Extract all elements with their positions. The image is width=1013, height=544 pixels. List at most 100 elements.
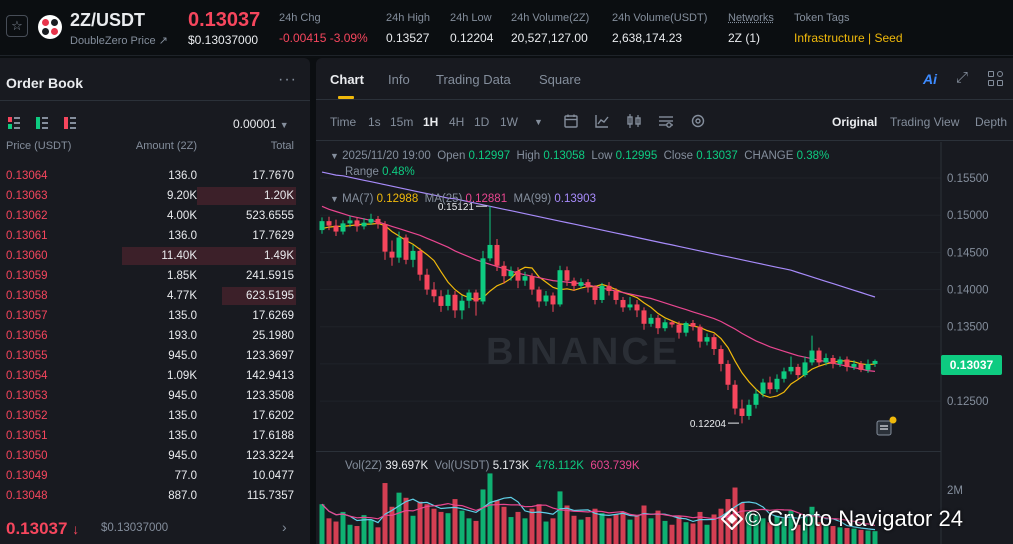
order-book-row[interactable]: 0.13050 945.0 123.3224: [0, 446, 310, 466]
candle-body[interactable]: [536, 289, 542, 302]
candle-body[interactable]: [417, 250, 423, 275]
candle-body[interactable]: [802, 362, 808, 376]
pair-title[interactable]: 2Z/USDT: [70, 10, 146, 30]
expand-icon[interactable]: ⤢: [956, 69, 969, 86]
candlestick-chart[interactable]: 0.15500 0.15000 0.14500 0.14000 0.13500 0.130…: [316, 142, 1013, 544]
book-bids-mode-icon[interactable]: [36, 117, 48, 129]
stat-token-tags[interactable]: Token Tags Infrastructure | Seed: [794, 12, 903, 45]
collapse-caret-icon[interactable]: ▼: [330, 194, 339, 204]
candle-body[interactable]: [760, 382, 766, 394]
candle-body[interactable]: [830, 357, 836, 364]
candle-body[interactable]: [333, 225, 339, 232]
candle-body[interactable]: [844, 359, 850, 367]
tab-square[interactable]: Square: [539, 72, 581, 87]
candle-body[interactable]: [767, 382, 773, 390]
chevron-right-icon[interactable]: ›: [282, 519, 287, 535]
more-options-icon[interactable]: ···: [278, 71, 297, 88]
order-book-row[interactable]: 0.13049 77.0 10.0477: [0, 466, 310, 486]
order-book-row[interactable]: 0.13056 193.0 25.1980: [0, 326, 310, 346]
tick-size-select[interactable]: 0.00001 ▼: [233, 117, 289, 131]
timeframe-time[interactable]: Time: [330, 115, 357, 129]
timeframe-more-caret-icon[interactable]: ▼: [534, 117, 543, 127]
candle-body[interactable]: [347, 220, 353, 224]
candle-body[interactable]: [725, 363, 731, 385]
book-both-mode-icon[interactable]: [8, 117, 20, 129]
timeframe-15m[interactable]: 15m: [390, 115, 414, 129]
candle-body[interactable]: [620, 299, 626, 308]
candle-body[interactable]: [522, 276, 528, 281]
candle-body[interactable]: [571, 280, 577, 286]
coin-price-link[interactable]: DoubleZero Price ↗: [70, 34, 168, 47]
order-book-row[interactable]: 0.13052 135.0 17.6202: [0, 406, 310, 426]
indicators-icon[interactable]: [658, 113, 674, 129]
candle-body[interactable]: [683, 323, 689, 333]
candle-body[interactable]: [851, 363, 857, 367]
view-depth[interactable]: Depth: [975, 115, 1008, 129]
order-book-row[interactable]: 0.13064 136.0 17.7670: [0, 166, 310, 186]
view-trading-view[interactable]: Trading View: [890, 115, 960, 129]
candle-body[interactable]: [795, 366, 801, 376]
order-book-row[interactable]: 0.13063 9.20K 1.20K: [0, 186, 310, 206]
line-chart-icon[interactable]: [594, 113, 610, 129]
candle-body[interactable]: [529, 276, 535, 290]
candle-body[interactable]: [543, 295, 549, 302]
candle-body[interactable]: [445, 294, 451, 306]
candle-body[interactable]: [403, 237, 409, 260]
candle-body[interactable]: [396, 237, 402, 258]
candle-body[interactable]: [550, 295, 556, 305]
candle-body[interactable]: [704, 337, 710, 342]
candle-body[interactable]: [711, 337, 717, 350]
candle-body[interactable]: [424, 274, 430, 290]
candle-body[interactable]: [718, 349, 724, 364]
candle-settings-icon[interactable]: [626, 113, 642, 129]
candle-body[interactable]: [837, 359, 843, 364]
candle-body[interactable]: [466, 292, 472, 301]
candle-body[interactable]: [473, 292, 479, 302]
candle-body[interactable]: [340, 223, 346, 232]
candle-body[interactable]: [697, 326, 703, 342]
timeframe-1w[interactable]: 1W: [500, 115, 518, 129]
candle-body[interactable]: [452, 294, 458, 311]
candle-body[interactable]: [872, 360, 878, 364]
candle-body[interactable]: [599, 285, 605, 300]
candle-body[interactable]: [592, 287, 598, 300]
candle-body[interactable]: [508, 270, 514, 277]
order-book-row[interactable]: 0.13055 945.0 123.3697: [0, 346, 310, 366]
layout-grid-icon[interactable]: [988, 71, 1005, 88]
order-book-row[interactable]: 0.13062 4.00K 523.6555: [0, 206, 310, 226]
candle-body[interactable]: [690, 323, 696, 327]
candle-body[interactable]: [431, 289, 437, 297]
candle-body[interactable]: [375, 218, 381, 225]
candle-body[interactable]: [774, 378, 780, 390]
candle-body[interactable]: [816, 350, 822, 363]
order-book-row[interactable]: 0.13061 136.0 17.7629: [0, 226, 310, 246]
candle-body[interactable]: [389, 251, 395, 258]
candle-body[interactable]: [564, 270, 570, 281]
order-book-row[interactable]: 0.13054 1.09K 142.9413: [0, 366, 310, 386]
candle-body[interactable]: [781, 371, 787, 379]
favorite-star-icon[interactable]: ☆: [6, 15, 28, 37]
candle-body[interactable]: [354, 220, 360, 227]
order-book-row[interactable]: 0.13059 1.85K 241.5915: [0, 266, 310, 286]
candle-body[interactable]: [326, 221, 332, 226]
candle-body[interactable]: [662, 322, 668, 329]
candle-body[interactable]: [823, 357, 829, 363]
candle-body[interactable]: [641, 310, 647, 324]
candle-body[interactable]: [753, 393, 759, 405]
candle-body[interactable]: [410, 250, 416, 260]
candle-body[interactable]: [459, 300, 465, 311]
candle-body[interactable]: [739, 408, 745, 416]
candle-body[interactable]: [627, 304, 633, 308]
timeframe-1h[interactable]: 1H: [423, 115, 439, 129]
candle-body[interactable]: [613, 291, 619, 300]
candle-body[interactable]: [858, 363, 864, 370]
candle-body[interactable]: [788, 366, 794, 372]
order-book-row[interactable]: 0.13060 11.40K 1.49K: [0, 246, 310, 266]
candle-body[interactable]: [515, 270, 521, 281]
candle-body[interactable]: [732, 384, 738, 409]
candle-body[interactable]: [438, 296, 444, 306]
candle-body[interactable]: [494, 244, 500, 266]
stat-networks[interactable]: Networks 2Z (1): [728, 12, 774, 45]
ai-icon[interactable]: Ai: [923, 71, 937, 87]
candle-body[interactable]: [655, 317, 661, 329]
